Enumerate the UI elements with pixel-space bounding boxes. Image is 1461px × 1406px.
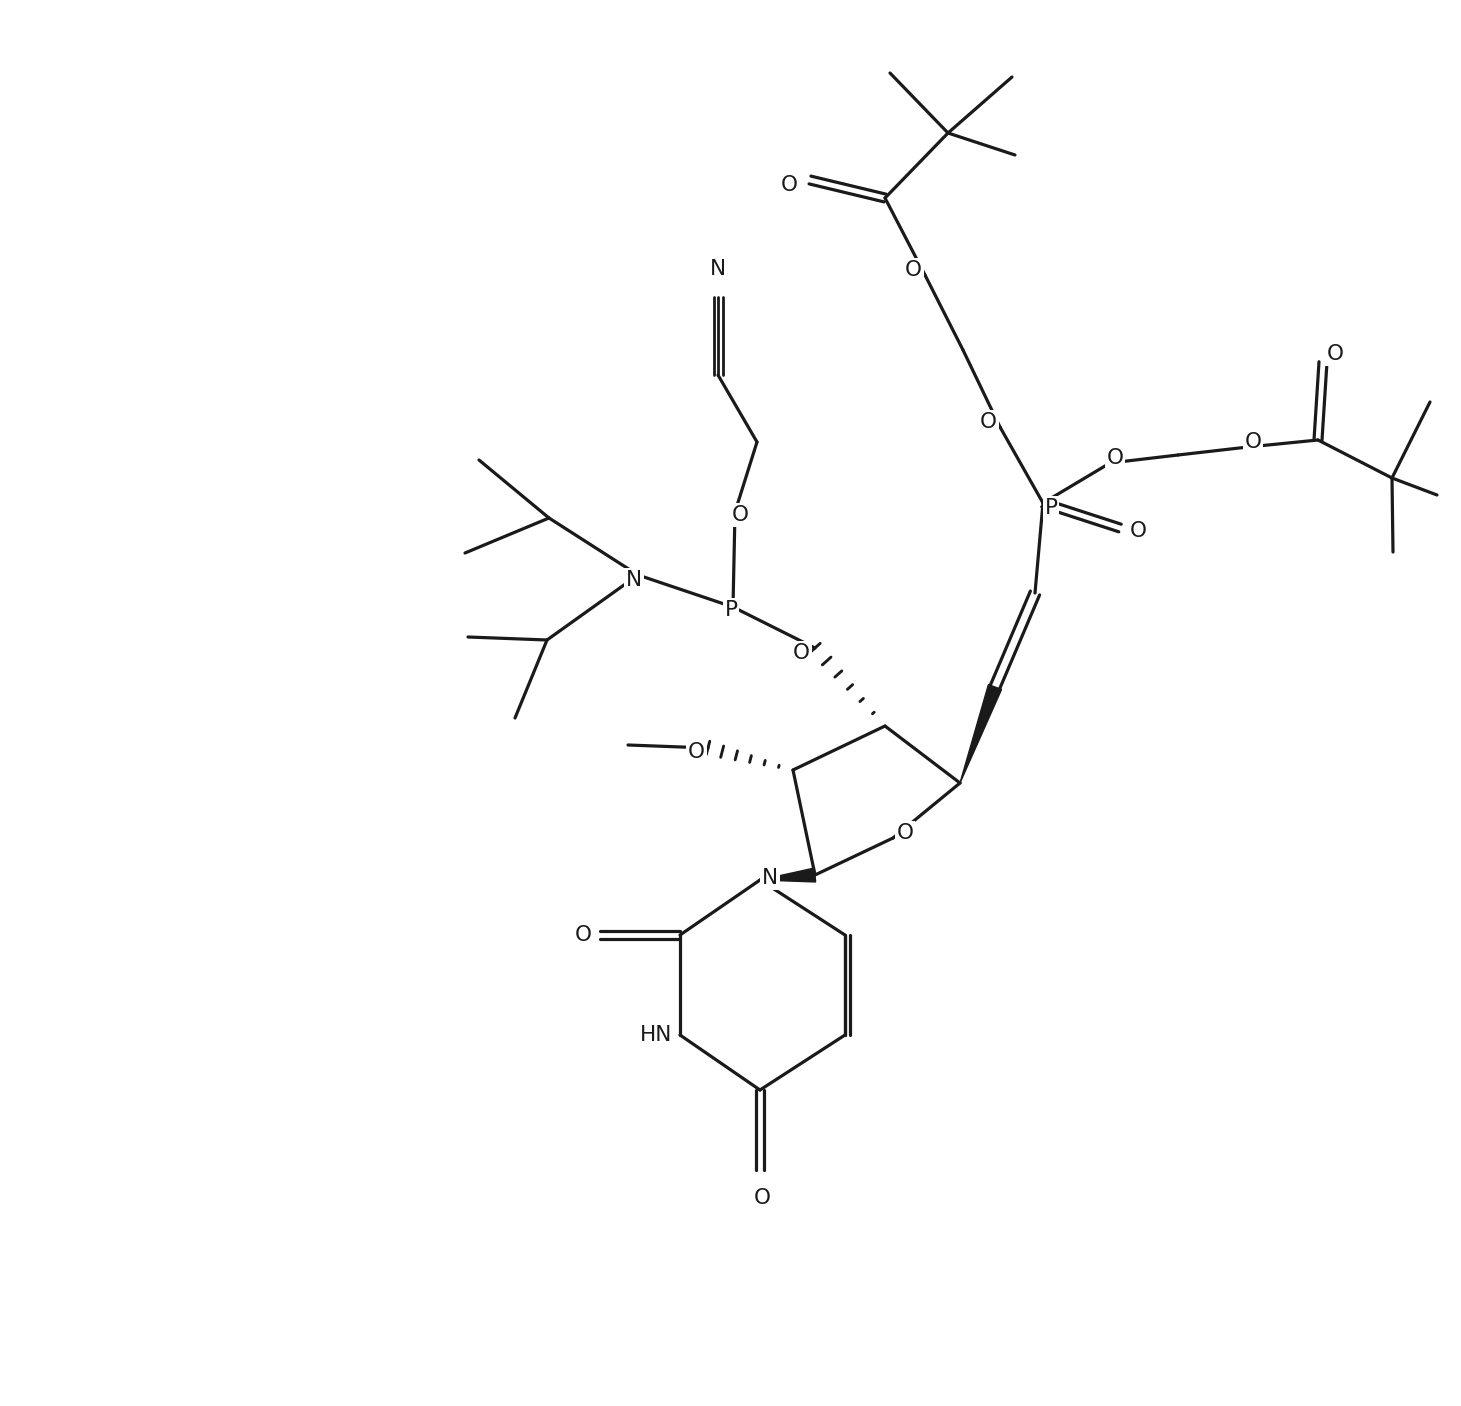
- Polygon shape: [960, 685, 1002, 783]
- Text: O: O: [1327, 344, 1344, 364]
- Text: O: O: [1129, 522, 1147, 541]
- Text: O: O: [688, 742, 706, 762]
- Text: O: O: [980, 412, 996, 432]
- Text: O: O: [688, 742, 706, 762]
- Text: O: O: [904, 260, 922, 280]
- Text: O: O: [897, 823, 913, 844]
- Text: N: N: [625, 569, 641, 591]
- Text: O: O: [782, 174, 798, 195]
- Text: O: O: [793, 643, 809, 664]
- Text: P: P: [1045, 498, 1058, 517]
- Text: P: P: [1045, 498, 1058, 517]
- Text: O: O: [1245, 432, 1261, 451]
- Text: HN: HN: [640, 1025, 672, 1045]
- Text: N: N: [625, 569, 641, 591]
- Text: O: O: [904, 260, 922, 280]
- Text: N: N: [710, 259, 726, 278]
- Text: P: P: [725, 600, 738, 620]
- Text: O: O: [732, 505, 748, 524]
- Text: O: O: [782, 174, 798, 195]
- Text: N: N: [763, 868, 779, 889]
- Text: P: P: [725, 600, 738, 620]
- Text: O: O: [1327, 344, 1344, 364]
- Polygon shape: [760, 868, 815, 882]
- Text: O: O: [897, 823, 913, 844]
- Text: O: O: [576, 925, 592, 945]
- Text: O: O: [980, 412, 996, 432]
- Text: O: O: [1106, 449, 1124, 468]
- Text: HN: HN: [640, 1025, 672, 1045]
- Text: O: O: [1106, 449, 1124, 468]
- Text: O: O: [754, 1188, 770, 1208]
- Text: O: O: [576, 925, 592, 945]
- Text: O: O: [1129, 522, 1147, 541]
- Text: O: O: [1245, 432, 1261, 451]
- Text: O: O: [732, 505, 748, 524]
- Text: O: O: [793, 643, 809, 664]
- Text: N: N: [710, 259, 726, 278]
- Text: N: N: [763, 868, 779, 889]
- Text: O: O: [754, 1188, 770, 1208]
